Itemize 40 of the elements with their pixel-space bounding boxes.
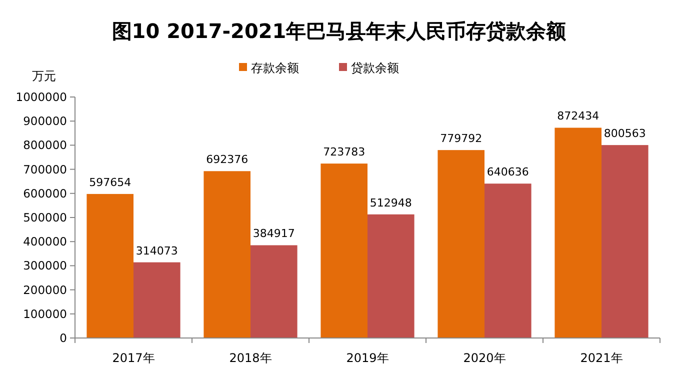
- data-label: 872434: [557, 110, 600, 123]
- data-label: 314073: [136, 244, 178, 258]
- bar: [320, 164, 368, 338]
- bar: [204, 171, 250, 338]
- x-tick-label: 2018年: [229, 351, 272, 365]
- x-tick-label: 2017年: [112, 351, 155, 365]
- data-label: 640636: [486, 166, 529, 179]
- y-tick-label: 600000: [23, 186, 67, 200]
- y-tick-label: 700000: [23, 162, 67, 176]
- y-tick-label: 200000: [23, 282, 67, 297]
- bar: [602, 145, 648, 338]
- data-label: 723783: [323, 146, 366, 159]
- x-tick-label: 2019年: [346, 351, 389, 365]
- x-tick-label: 2021年: [580, 351, 623, 365]
- y-tick-label: 500000: [23, 210, 67, 224]
- legend-label: 贷款余额: [351, 61, 399, 75]
- bar: [134, 262, 180, 338]
- y-tick-label: 300000: [23, 258, 67, 273]
- data-label: 692376: [206, 153, 248, 166]
- data-label: 800563: [604, 127, 646, 140]
- bar: [554, 128, 602, 338]
- y-tick-label: 900000: [23, 114, 67, 128]
- y-tick-label: 400000: [23, 234, 67, 249]
- data-label: 779792: [440, 132, 482, 146]
- bar: [86, 194, 134, 338]
- bar: [250, 245, 298, 338]
- legend-label: 存款余额: [251, 61, 299, 75]
- y-axis-title: 万元: [32, 69, 56, 83]
- chart-title: 图10 2017-2021年巴马县年末人民币存贷款余额: [112, 19, 568, 43]
- y-tick-label: 800000: [23, 138, 67, 152]
- y-tick-label: 100000: [23, 306, 67, 321]
- y-tick-label: 1000000: [16, 90, 67, 104]
- bar: [368, 214, 414, 338]
- y-tick-label: 0: [60, 331, 67, 345]
- bar: [484, 184, 532, 338]
- data-label: 384917: [252, 227, 295, 240]
- data-label: 512948: [370, 196, 412, 210]
- bar: [438, 150, 484, 338]
- x-tick-label: 2020年: [463, 351, 506, 365]
- data-label: 597654: [89, 176, 132, 189]
